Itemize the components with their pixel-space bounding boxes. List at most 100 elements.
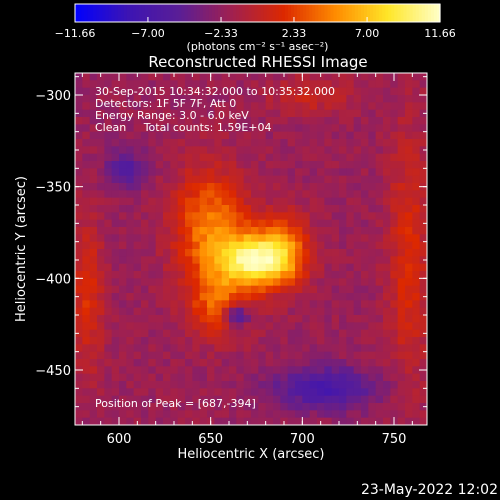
heatmap-cell [192, 249, 201, 257]
heatmap-cell [89, 285, 98, 294]
heatmap-cell [97, 351, 105, 360]
heatmap-cell [346, 146, 355, 155]
heatmap-cell [163, 344, 171, 353]
heatmap-cell [177, 124, 186, 133]
heatmap-cell [353, 161, 362, 169]
heatmap-cell [236, 337, 245, 345]
heatmap-cell [353, 190, 362, 199]
heatmap-cell [214, 307, 223, 316]
heatmap-cell [199, 403, 208, 411]
colorbar-segment [132, 4, 137, 22]
colorbar-segment [418, 4, 423, 22]
colorbar-segment [160, 4, 164, 22]
heatmap-cell [221, 329, 230, 338]
heatmap-cell [133, 212, 142, 221]
heatmap-cell [251, 190, 259, 199]
heatmap-cell [177, 146, 186, 155]
heatmap-cell [324, 381, 333, 389]
heatmap-cell [141, 315, 149, 323]
heatmap-cell [309, 73, 318, 81]
heatmap-cell [243, 168, 252, 177]
heatmap-cell [331, 381, 340, 389]
heatmap-cell [265, 227, 274, 235]
heatmap-cell [104, 190, 113, 199]
heatmap-cell [214, 300, 223, 309]
heatmap-cell [353, 410, 362, 419]
heatmap-cell [375, 168, 384, 177]
heatmap-cell [104, 124, 113, 133]
colorbar-segment [175, 4, 180, 22]
heatmap-cell [236, 329, 245, 338]
heatmap-cell [133, 285, 142, 294]
colorbar-tick-label: −2.33 [204, 27, 238, 40]
heatmap-cell [295, 337, 303, 345]
heatmap-cell [163, 227, 171, 235]
heatmap-cell [405, 403, 413, 411]
heatmap-cell [251, 183, 259, 191]
heatmap-cell [141, 102, 149, 111]
heatmap-cell [397, 322, 406, 331]
heatmap-cell [192, 234, 201, 243]
heatmap-cell [82, 395, 91, 404]
heatmap-cell [287, 153, 296, 162]
heatmap-cell [214, 190, 223, 199]
heatmap-cell [302, 212, 311, 221]
heatmap-cell [243, 410, 252, 419]
heatmap-cell [368, 139, 377, 147]
heatmap-cell [126, 337, 135, 345]
colorbar-segment [436, 4, 441, 22]
heatmap-cell [295, 102, 303, 111]
heatmap-cell [309, 329, 318, 338]
heatmap-cell [119, 102, 127, 111]
heatmap-cell [199, 139, 208, 147]
heatmap-cell [419, 205, 428, 213]
heatmap-cell [405, 417, 413, 426]
heatmap-cell [324, 183, 333, 191]
heatmap-cell [155, 381, 164, 389]
heatmap-cell [141, 241, 149, 250]
heatmap-cell [295, 131, 303, 140]
heatmap-cell [258, 73, 267, 81]
heatmap-cell [89, 73, 98, 81]
heatmap-cell [331, 117, 340, 125]
heatmap-cell [163, 95, 171, 103]
heatmap-cell [324, 417, 333, 426]
heatmap-cell [214, 344, 223, 353]
heatmap-cell [258, 417, 267, 426]
heatmap-cell [397, 359, 406, 367]
heatmap-cell [97, 117, 105, 125]
heatmap-cell [89, 403, 98, 411]
heatmap-cell [251, 344, 259, 353]
heatmap-cell [251, 241, 259, 250]
heatmap-cell [397, 109, 406, 118]
heatmap-cell [126, 212, 135, 221]
heatmap-cell [405, 395, 413, 404]
heatmap-cell [339, 263, 347, 272]
heatmap-cell [177, 337, 186, 345]
heatmap-cell [265, 205, 274, 213]
heatmap-cell [75, 124, 83, 133]
colorbar-segment [373, 4, 377, 22]
heatmap-cell [82, 80, 91, 89]
heatmap-cell [346, 403, 355, 411]
heatmap-cell [207, 227, 215, 235]
heatmap-cell [295, 322, 303, 331]
heatmap-cell [192, 351, 201, 360]
heatmap-cell [192, 197, 201, 206]
heatmap-cell [331, 315, 340, 323]
heatmap-cell [119, 197, 127, 206]
heatmap-cell [207, 117, 215, 125]
heatmap-cell [331, 373, 340, 382]
heatmap-cell [368, 381, 377, 389]
heatmap-cell [265, 337, 274, 345]
heatmap-cell [258, 410, 267, 419]
heatmap-cell [339, 205, 347, 213]
heatmap-cell [346, 183, 355, 191]
heatmap-cell [295, 285, 303, 294]
heatmap-cell [185, 117, 193, 125]
heatmap-cell [214, 381, 223, 389]
heatmap-cell [177, 190, 186, 199]
heatmap-cell [89, 190, 98, 199]
heatmap-cell [331, 109, 340, 118]
heatmap-cell [192, 109, 201, 118]
